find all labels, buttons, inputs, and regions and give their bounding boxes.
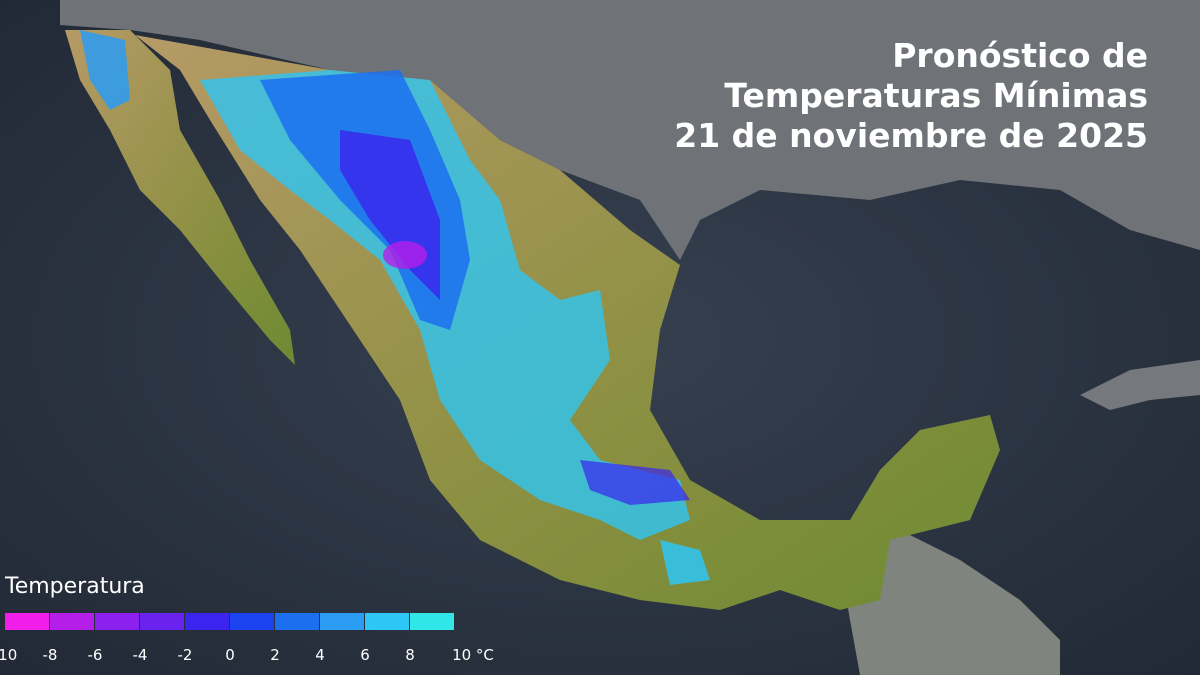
legend-tick-label: -6 <box>88 646 103 664</box>
legend-tick-label: 6 <box>360 646 370 664</box>
title-line: 21 de noviembre de 2025 <box>674 116 1148 155</box>
legend-swatch <box>320 613 364 630</box>
legend-tick-label: 0 <box>225 646 235 664</box>
cuba <box>1080 360 1200 410</box>
legend-swatch <box>365 613 409 630</box>
legend-tick-label: 8 <box>405 646 415 664</box>
legend-swatch <box>95 613 139 630</box>
cold-area <box>580 460 690 505</box>
legend-tick-label: -2 <box>178 646 193 664</box>
title-line: Temperaturas Mínimas <box>724 76 1148 115</box>
cold-area <box>383 241 427 269</box>
legend-swatch <box>185 613 229 630</box>
baja-california <box>65 30 295 365</box>
title-line: Pronóstico de <box>892 36 1148 75</box>
legend-swatch <box>410 613 454 630</box>
legend-title: Temperatura <box>4 574 145 599</box>
legend-tick-label: -10 <box>0 646 17 664</box>
central-america <box>840 530 1060 675</box>
legend-tick-label: 4 <box>315 646 325 664</box>
legend: Temperatura -10 -8 -6 -4 -2 0 2 4 6 8 10 °C <box>0 574 494 664</box>
legend-swatch <box>275 613 319 630</box>
cold-area <box>660 540 710 585</box>
legend-swatch <box>140 613 184 630</box>
legend-tick-label: 2 <box>270 646 280 664</box>
legend-swatch <box>230 613 274 630</box>
usa-land <box>60 0 1200 260</box>
legend-tick-label: -4 <box>133 646 148 664</box>
legend-tick-label: 10 °C <box>452 646 494 664</box>
legend-swatch <box>5 613 49 630</box>
legend-swatch <box>50 613 94 630</box>
cold-area <box>80 30 130 110</box>
legend-tick-label: -8 <box>43 646 58 664</box>
